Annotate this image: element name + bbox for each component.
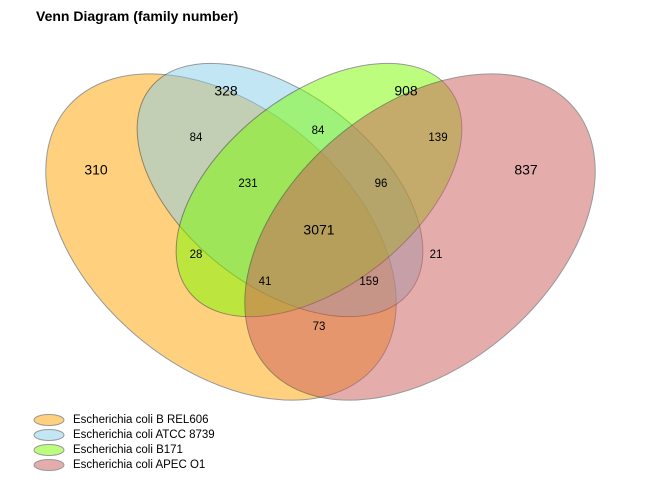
region-label-bcd: 96 xyxy=(375,178,388,190)
legend-label: Escherichia coli ATCC 8739 xyxy=(73,429,215,441)
legend-label: Escherichia coli B REL606 xyxy=(73,414,209,426)
region-label-d: 837 xyxy=(514,162,538,178)
legend: Escherichia coli B REL606 Escherichia co… xyxy=(33,414,215,471)
region-label-cd: 139 xyxy=(428,132,447,144)
legend-item: Escherichia coli B171 xyxy=(33,444,183,456)
legend-swatch xyxy=(33,414,65,426)
region-label-bc: 84 xyxy=(312,125,325,137)
legend-swatch xyxy=(33,459,65,471)
region-label-a: 310 xyxy=(84,162,108,178)
legend-swatch xyxy=(33,444,65,456)
region-label-ad: 73 xyxy=(313,321,326,333)
region-label-c: 908 xyxy=(394,83,418,99)
chart-title: Venn Diagram (family number) xyxy=(36,8,238,24)
region-label-abcd: 3071 xyxy=(303,222,334,238)
legend-item: Escherichia coli B REL606 xyxy=(33,414,209,426)
region-label-abd: 159 xyxy=(359,276,378,288)
region-label-acd: 41 xyxy=(259,276,272,288)
region-label-ab: 84 xyxy=(190,132,203,144)
region-label-bd: 21 xyxy=(430,249,443,261)
legend-item: Escherichia coli ATCC 8739 xyxy=(33,429,215,441)
region-label-b: 328 xyxy=(214,83,238,99)
region-labels: 310 328 908 837 84 84 139 231 96 3071 28… xyxy=(84,83,538,333)
set-ellipse-apec-o1 xyxy=(244,73,596,401)
region-label-ac: 28 xyxy=(190,249,203,261)
region-label-abc: 231 xyxy=(238,178,257,190)
legend-label: Escherichia coli APEC O1 xyxy=(73,459,205,471)
legend-swatch xyxy=(33,429,65,441)
legend-label: Escherichia coli B171 xyxy=(73,444,183,456)
venn-ellipses xyxy=(45,62,596,401)
legend-item: Escherichia coli APEC O1 xyxy=(33,459,205,471)
